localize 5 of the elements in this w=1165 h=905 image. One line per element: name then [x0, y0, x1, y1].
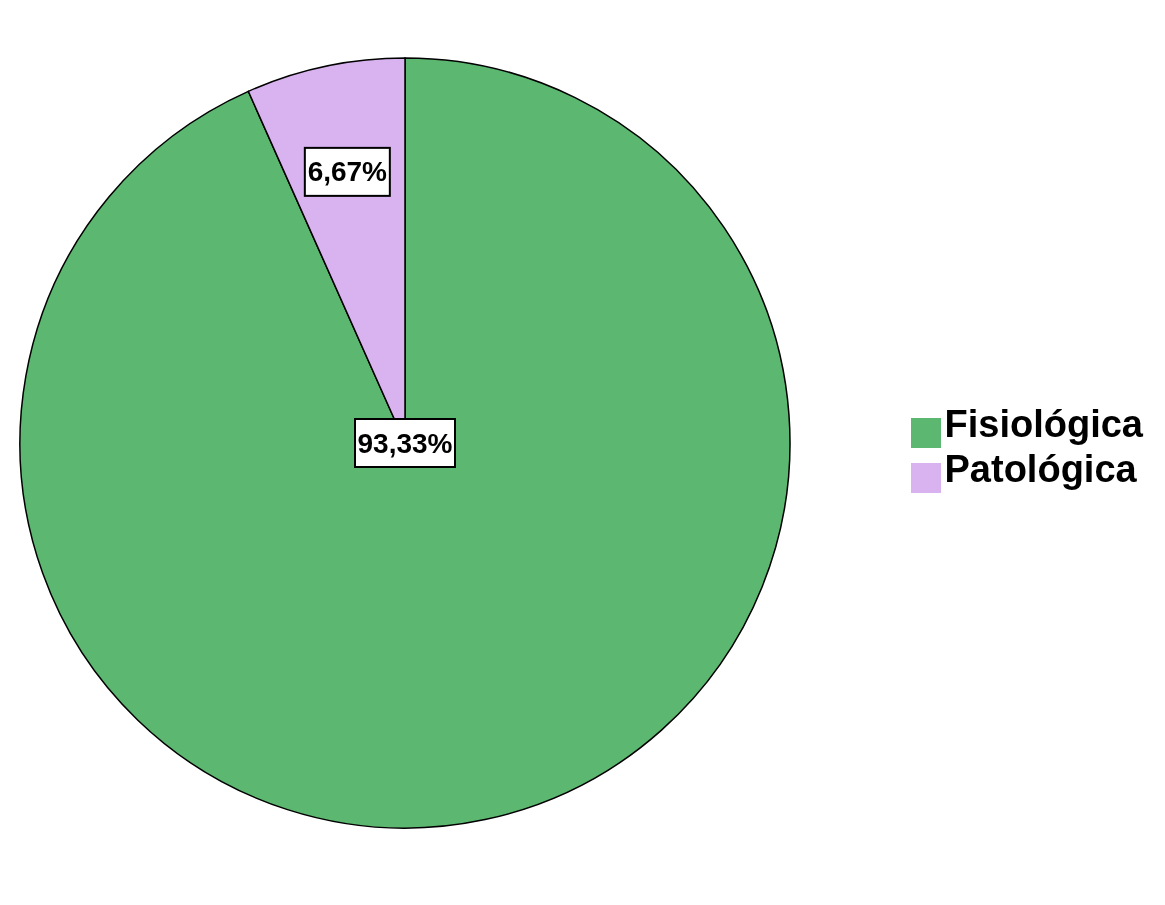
legend-label: Patológica [944, 448, 1137, 490]
data-label: 93,33% [357, 427, 453, 459]
data-label: 6,67% [307, 156, 388, 188]
pie-slice [19, 57, 791, 829]
legend-label: Fisiológica [944, 403, 1143, 446]
